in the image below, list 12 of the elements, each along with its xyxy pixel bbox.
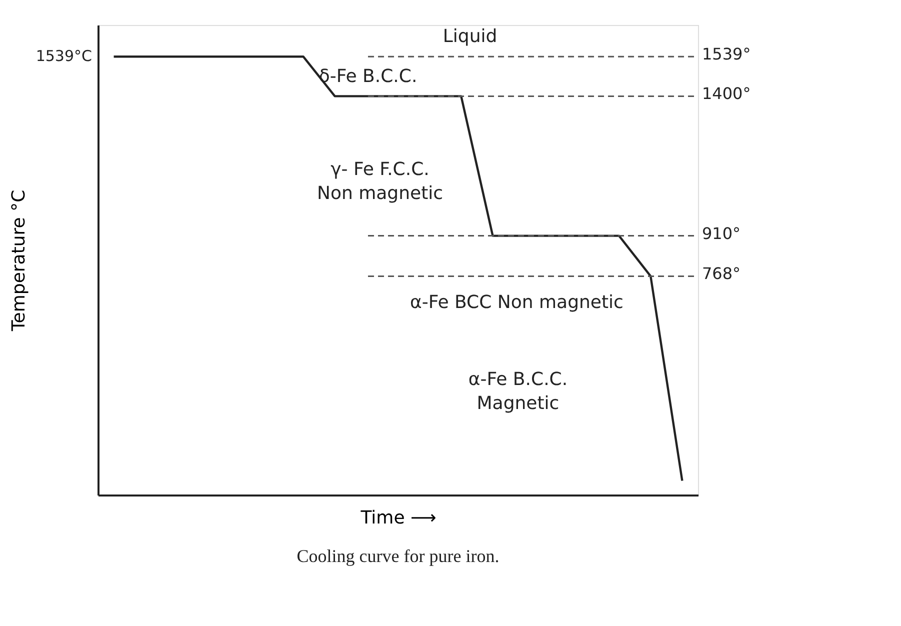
annotation: α-Fe B.C.C. Magnetic (468, 369, 568, 414)
ref-line-label: 1400° (702, 84, 751, 104)
y-axis-title: Temperature °C (8, 190, 30, 332)
text: Cooling curve for pure iron. (296, 546, 500, 566)
ref-line-label: 1539° (702, 44, 751, 64)
annotation: γ- Fe F.C.C. Non magnetic (316, 159, 444, 204)
ref-line-label: 910° (702, 224, 741, 243)
x-axis-title: Time ⟶ (360, 508, 436, 528)
text: 1539°C (36, 47, 92, 66)
ref-line-label: 768° (702, 264, 741, 284)
annotation: Liquid (442, 26, 498, 47)
annotation: α-Fe BCC Non magnetic (410, 292, 624, 313)
